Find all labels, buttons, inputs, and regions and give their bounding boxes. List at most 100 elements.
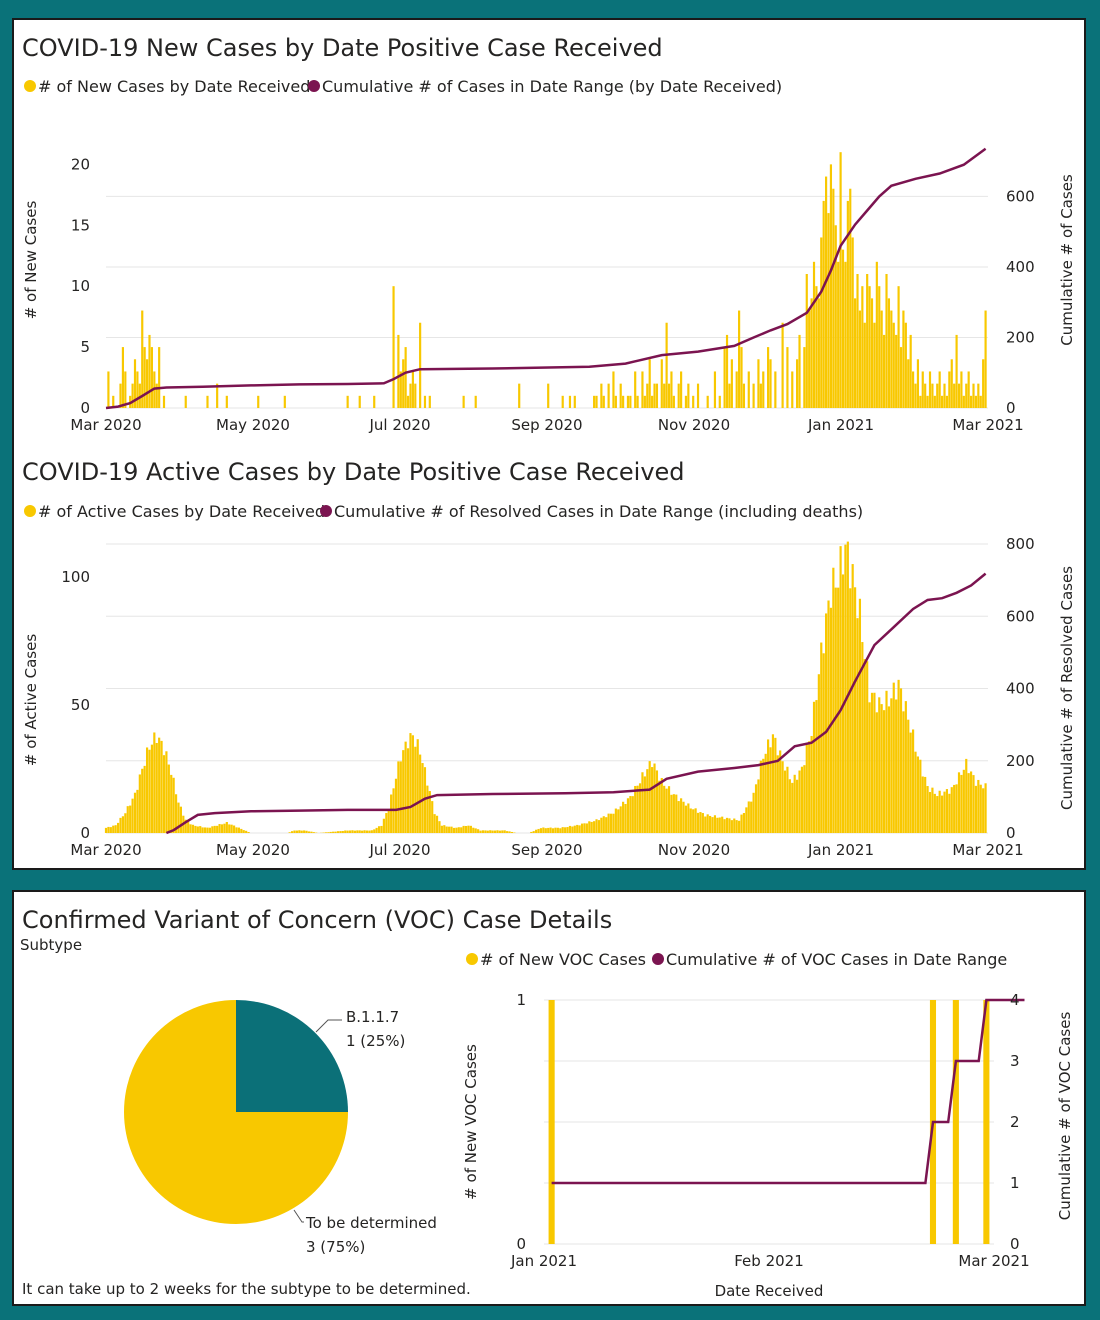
c1-bar[interactable] <box>895 334 898 408</box>
c1-bar[interactable] <box>904 322 907 408</box>
c2-bar[interactable] <box>585 823 588 833</box>
c1-bar[interactable] <box>225 395 228 408</box>
c1-bar[interactable] <box>706 395 709 408</box>
c2-bar[interactable] <box>694 808 697 833</box>
c2-bar[interactable] <box>967 773 970 833</box>
c2-bar[interactable] <box>849 588 852 833</box>
c2-bar[interactable] <box>919 759 922 833</box>
c1-bar[interactable] <box>856 274 859 408</box>
c2-bar[interactable] <box>240 828 243 833</box>
c2-bar[interactable] <box>242 830 245 833</box>
c1-bar[interactable] <box>568 395 572 408</box>
c2-bar[interactable] <box>793 774 796 833</box>
c1-bar[interactable] <box>936 383 939 408</box>
c1-bar[interactable] <box>798 334 801 408</box>
c1-bar[interactable] <box>141 310 144 408</box>
c2-bar[interactable] <box>820 642 823 833</box>
c2-bar[interactable] <box>825 613 828 833</box>
c2-bar[interactable] <box>324 832 327 833</box>
c2-bar[interactable] <box>167 764 170 833</box>
c2-bar[interactable] <box>692 809 695 833</box>
c2-bar[interactable] <box>909 732 912 833</box>
c2-bar[interactable] <box>622 801 625 833</box>
c1-bar[interactable] <box>827 213 830 408</box>
c1-bar[interactable] <box>641 371 644 408</box>
c2-bar[interactable] <box>426 785 429 833</box>
c2-bar[interactable] <box>921 776 924 833</box>
c2-bar[interactable] <box>564 827 567 833</box>
c2-bar[interactable] <box>747 801 750 833</box>
c2-bar[interactable] <box>969 771 973 833</box>
c2-bar[interactable] <box>597 820 601 833</box>
c2-bar[interactable] <box>356 830 359 833</box>
c2-bar[interactable] <box>448 826 451 833</box>
c2-bar[interactable] <box>602 816 605 833</box>
c1-bar[interactable] <box>969 395 973 408</box>
c1-bar[interactable] <box>404 347 407 408</box>
c2-bar[interactable] <box>145 747 149 833</box>
c2-bar[interactable] <box>571 826 574 833</box>
c1-bar[interactable] <box>684 395 688 408</box>
c2-bar[interactable] <box>455 827 458 833</box>
c2-bar[interactable] <box>247 832 250 833</box>
c2-bar[interactable] <box>290 831 294 833</box>
c2-bar[interactable] <box>612 813 615 833</box>
c2-bar[interactable] <box>786 766 789 833</box>
c2-bar[interactable] <box>199 826 202 833</box>
c2-bar[interactable] <box>759 760 762 833</box>
c1-bar[interactable] <box>595 395 598 408</box>
c1-bar[interactable] <box>397 334 400 408</box>
c2-bar[interactable] <box>815 700 818 833</box>
c2-bar[interactable] <box>549 827 552 833</box>
c1-bar[interactable] <box>677 383 680 408</box>
c1-bar[interactable] <box>131 383 134 408</box>
c1-bar[interactable] <box>718 395 721 408</box>
c2-bar[interactable] <box>206 827 209 833</box>
c1-bar[interactable] <box>593 395 596 408</box>
c1-bar[interactable] <box>870 298 874 408</box>
c1-bar[interactable] <box>747 371 750 408</box>
c1-bar[interactable] <box>607 383 610 408</box>
c2-bar[interactable] <box>783 770 787 833</box>
c2-bar[interactable] <box>805 744 808 833</box>
c1-bar[interactable] <box>612 371 615 408</box>
c2-bar[interactable] <box>133 792 137 833</box>
c2-bar[interactable] <box>580 823 584 833</box>
c2-bar[interactable] <box>593 821 596 833</box>
c2-bar[interactable] <box>827 600 830 833</box>
c1-bar[interactable] <box>653 383 656 408</box>
c2-bar[interactable] <box>131 798 134 833</box>
c2-bar[interactable] <box>510 831 514 833</box>
c2-bar[interactable] <box>665 788 668 833</box>
c2-bar[interactable] <box>431 801 434 833</box>
c2-bar[interactable] <box>114 825 117 833</box>
c2-bar[interactable] <box>440 825 443 833</box>
c2-bar[interactable] <box>373 829 376 833</box>
c1-bar[interactable] <box>651 395 654 408</box>
c2-bar[interactable] <box>129 805 132 833</box>
c2-bar[interactable] <box>293 830 296 833</box>
c1-bar[interactable] <box>803 347 806 408</box>
c2-bar[interactable] <box>733 818 736 833</box>
c1-bar[interactable] <box>283 395 286 408</box>
c2-bar[interactable] <box>578 825 581 833</box>
c2-bar[interactable] <box>718 817 721 833</box>
c2-bar[interactable] <box>155 742 158 833</box>
c1-bar[interactable] <box>796 359 799 408</box>
c2-bar[interactable] <box>472 827 475 833</box>
c2-bar[interactable] <box>498 830 501 833</box>
c2-bar[interactable] <box>411 735 414 833</box>
c2-bar[interactable] <box>298 830 301 833</box>
c1-bar[interactable] <box>402 359 405 408</box>
c2-bar[interactable] <box>977 779 980 833</box>
c2-bar[interactable] <box>532 831 535 833</box>
c2-bar[interactable] <box>675 794 678 833</box>
c1-bar[interactable] <box>866 274 869 408</box>
c1-bar[interactable] <box>148 334 151 408</box>
c2-bar[interactable] <box>619 806 622 833</box>
c1-bar[interactable] <box>808 310 811 408</box>
c1-bar[interactable] <box>769 359 772 408</box>
c1-bar[interactable] <box>112 395 115 408</box>
c1-bar[interactable] <box>885 274 888 408</box>
c1-bar[interactable] <box>897 286 900 408</box>
